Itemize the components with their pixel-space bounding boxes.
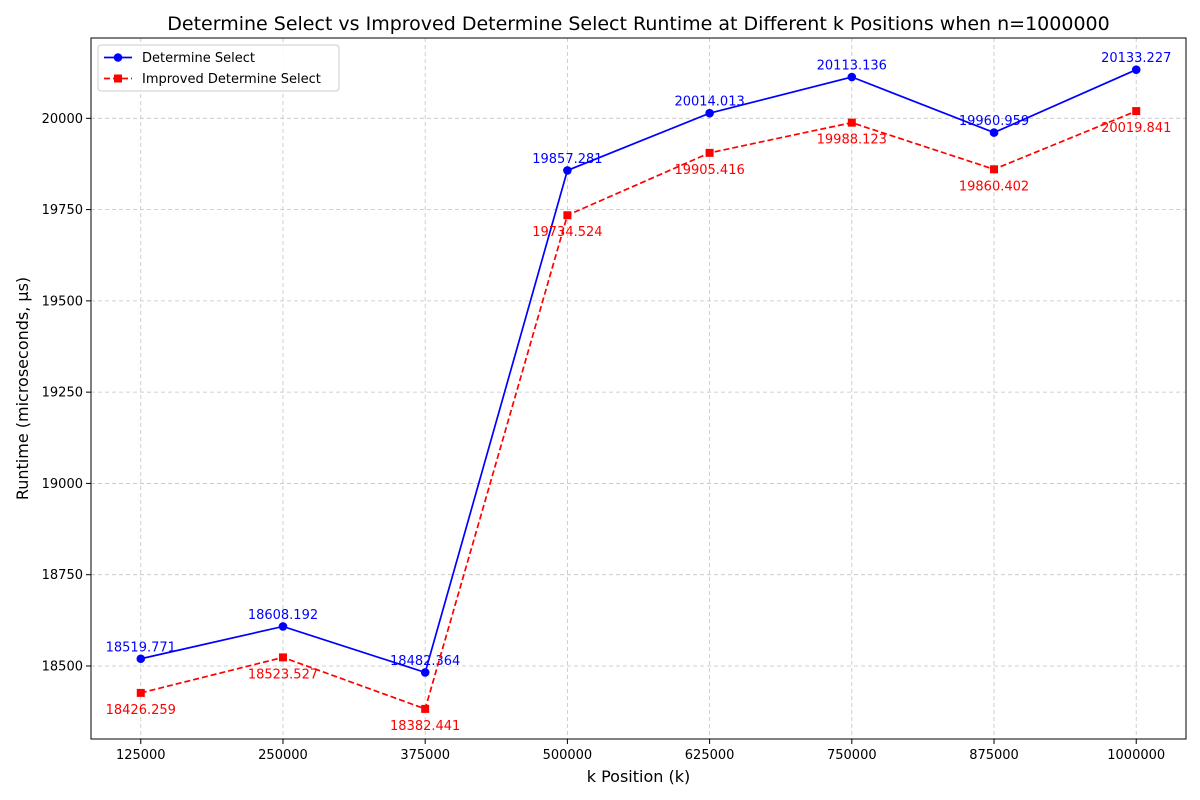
data-point-marker — [278, 622, 288, 631]
series-line — [140, 68, 1137, 674]
x-tick-label: 250000 — [258, 748, 308, 763]
data-label: 18523.527 — [248, 667, 318, 682]
data-label: 18482.364 — [390, 654, 460, 669]
data-label: 20113.136 — [817, 59, 887, 74]
x-tick-label: 1000000 — [1107, 748, 1165, 763]
series-2: 18426.259 18523.527 18382.441 19734.524 1990… — [106, 107, 1171, 734]
data-label: 19905.416 — [674, 163, 744, 178]
data-point-marker — [563, 166, 572, 175]
series-layer: 18519.771 18608.192 18482.364 19857.281 2001… — [106, 51, 1172, 734]
chart-title: Determine Select vs Improved Determine S… — [167, 13, 1109, 35]
data-point-marker — [563, 211, 572, 220]
data-label: 18382.441 — [390, 719, 460, 734]
y-tick-label: 20000 — [42, 112, 83, 127]
y-tick-label: 18750 — [42, 568, 83, 583]
data-point-marker — [705, 108, 714, 118]
y-axis-title: Runtime (microseconds, µs) — [13, 277, 32, 500]
y-axis-ticks: 18500 18750 19000 19250 19500 19750 20000 — [42, 112, 91, 674]
data-point-marker — [421, 704, 430, 713]
data-point-marker — [136, 688, 145, 697]
data-label: 19734.524 — [532, 225, 602, 240]
legend-item: Determine Select — [104, 51, 255, 66]
grid-lines — [91, 38, 1186, 739]
legend: Determine Select Improved Determine Selec… — [97, 44, 340, 92]
data-point-marker — [990, 165, 999, 174]
plot-area-frame — [90, 37, 1187, 740]
x-tick-label: 375000 — [400, 748, 450, 763]
legend-label: Determine Select — [142, 51, 255, 66]
x-tick-label: 750000 — [827, 748, 877, 763]
data-point-marker — [847, 72, 857, 82]
x-tick-label: 125000 — [116, 748, 166, 763]
x-axis-title: k Position (k) — [587, 767, 690, 786]
data-point-marker — [847, 118, 856, 127]
series-1: 18519.771 18608.192 18482.364 19857.281 2001… — [106, 51, 1171, 677]
data-point-marker — [278, 653, 287, 662]
y-tick-label: 18500 — [42, 659, 83, 674]
legend-marker — [113, 53, 123, 62]
y-tick-label: 19000 — [42, 477, 83, 492]
x-tick-label: 625000 — [685, 748, 735, 763]
data-label: 18608.192 — [248, 608, 318, 623]
data-label: 20019.841 — [1101, 121, 1171, 136]
data-point-marker — [1132, 107, 1141, 116]
data-label: 20014.013 — [674, 95, 744, 110]
data-label: 19857.281 — [532, 152, 602, 167]
data-point-marker — [420, 668, 430, 677]
data-point-marker — [989, 128, 999, 137]
series-line — [140, 110, 1137, 711]
x-axis-ticks: 125000 250000 375000 500000 625000 750000 8750… — [116, 739, 1165, 763]
y-tick-label: 19500 — [42, 294, 83, 309]
y-tick-label: 19750 — [42, 203, 83, 218]
data-point-marker — [705, 148, 714, 157]
data-label: 19988.123 — [817, 133, 887, 148]
y-tick-label: 19250 — [42, 386, 83, 401]
legend-marker — [114, 74, 122, 83]
data-label: 19860.402 — [959, 179, 1029, 194]
data-point-marker — [136, 654, 146, 664]
x-tick-label: 500000 — [543, 748, 593, 763]
legend-item: Improved Determine Select — [104, 72, 321, 87]
data-label: 18426.259 — [106, 703, 176, 718]
legend-box — [97, 44, 340, 92]
data-label: 18519.771 — [106, 640, 176, 655]
data-label: 20133.227 — [1101, 51, 1171, 66]
data-point-marker — [1131, 65, 1141, 74]
x-tick-label: 875000 — [969, 748, 1019, 763]
data-label: 19960.959 — [959, 114, 1029, 129]
legend-label: Improved Determine Select — [142, 72, 321, 87]
